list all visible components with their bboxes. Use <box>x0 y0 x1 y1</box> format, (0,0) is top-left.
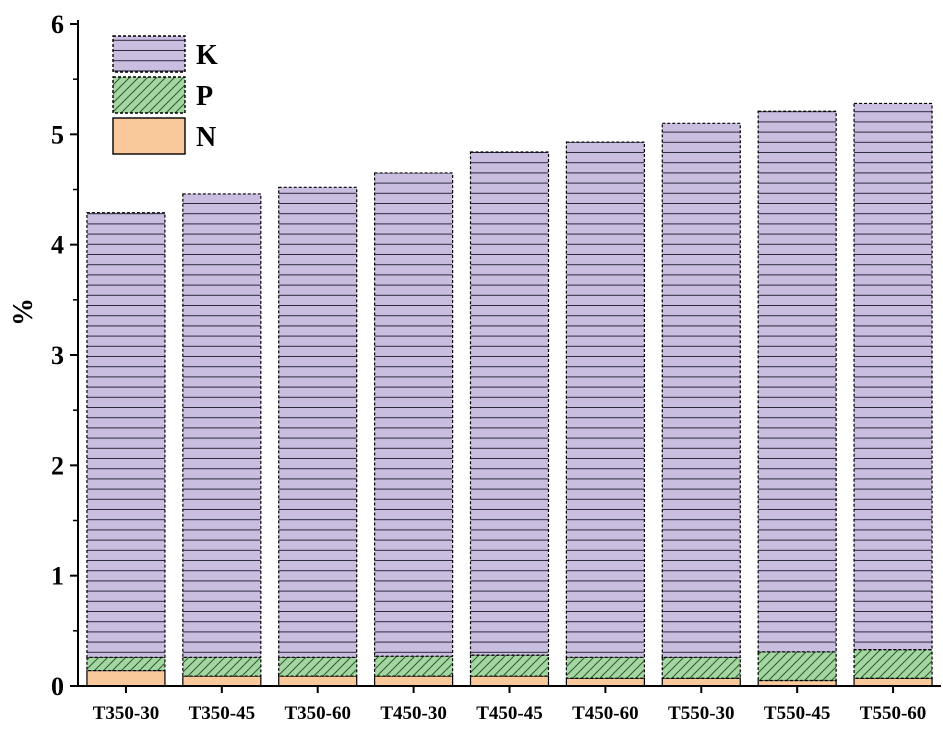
x-tick-label: T350-30 <box>93 703 160 724</box>
bar-p-t350-45 <box>182 656 262 677</box>
bar-p-t450-60 <box>565 656 645 679</box>
legend-label-n: N <box>196 122 216 153</box>
x-tick-label: T550-60 <box>860 703 927 724</box>
bar-k-t550-30 <box>661 122 741 658</box>
x-tick-label: T450-60 <box>572 703 639 724</box>
bar-n-t550-30 <box>661 677 741 687</box>
y-tick-label: 6 <box>51 10 64 39</box>
bar-k-t550-45 <box>757 110 837 653</box>
x-tick-label: T350-45 <box>189 703 256 724</box>
bar-k-t450-30 <box>374 172 454 657</box>
bar-n-t350-30 <box>86 669 166 687</box>
bar-p-t550-60 <box>853 648 933 679</box>
x-tick-label: T350-60 <box>284 703 351 724</box>
bar-n-t350-45 <box>182 675 262 687</box>
bar-k-t350-30 <box>86 212 166 658</box>
x-ticks-group: T350-30 T350-45 T350-60 T450-30 T450-45 T450-… <box>93 686 927 724</box>
bar-k-t450-45 <box>469 151 550 656</box>
bar-p-t350-60 <box>278 656 358 677</box>
y-tick-label: 3 <box>51 341 64 370</box>
y-tick-label: 0 <box>51 672 64 701</box>
bar-n-t350-60 <box>278 675 358 687</box>
legend-swatch-p <box>112 76 186 114</box>
bar-k-t550-60 <box>853 102 933 651</box>
bar-n-t450-60 <box>565 677 645 687</box>
y-tick-label: 5 <box>51 120 64 149</box>
bar-k-t350-45 <box>182 193 262 658</box>
legend-swatch-k <box>112 35 186 73</box>
legend-label-p: P <box>196 81 213 112</box>
bar-k-t450-60 <box>565 141 645 658</box>
x-tick-label: T550-30 <box>668 703 735 724</box>
bar-n-t450-45 <box>469 675 550 687</box>
bar-p-t450-30 <box>374 655 454 677</box>
y-tick-label: 1 <box>51 562 64 591</box>
bar-p-t550-30 <box>661 656 741 679</box>
x-tick-label: T450-30 <box>380 703 447 724</box>
bars-group <box>86 102 933 687</box>
y-tick-label: 4 <box>51 231 64 260</box>
y-axis-label: % <box>8 298 39 326</box>
bar-n-t450-30 <box>374 675 454 687</box>
legend-label-k: K <box>196 40 218 71</box>
y-ticks-group: 0 1 2 3 4 5 6 <box>51 10 78 701</box>
x-tick-label: T550-45 <box>764 703 831 724</box>
legend: KPN <box>112 35 218 155</box>
bar-p-t450-45 <box>469 654 550 677</box>
y-tick-label: 2 <box>51 451 64 480</box>
x-tick-label: T450-45 <box>476 703 543 724</box>
bar-n-t550-60 <box>853 677 933 687</box>
bar-p-t550-45 <box>757 651 837 682</box>
legend-swatch-n <box>112 117 186 155</box>
bar-p-t350-30 <box>86 656 166 672</box>
bar-k-t350-60 <box>278 186 358 658</box>
